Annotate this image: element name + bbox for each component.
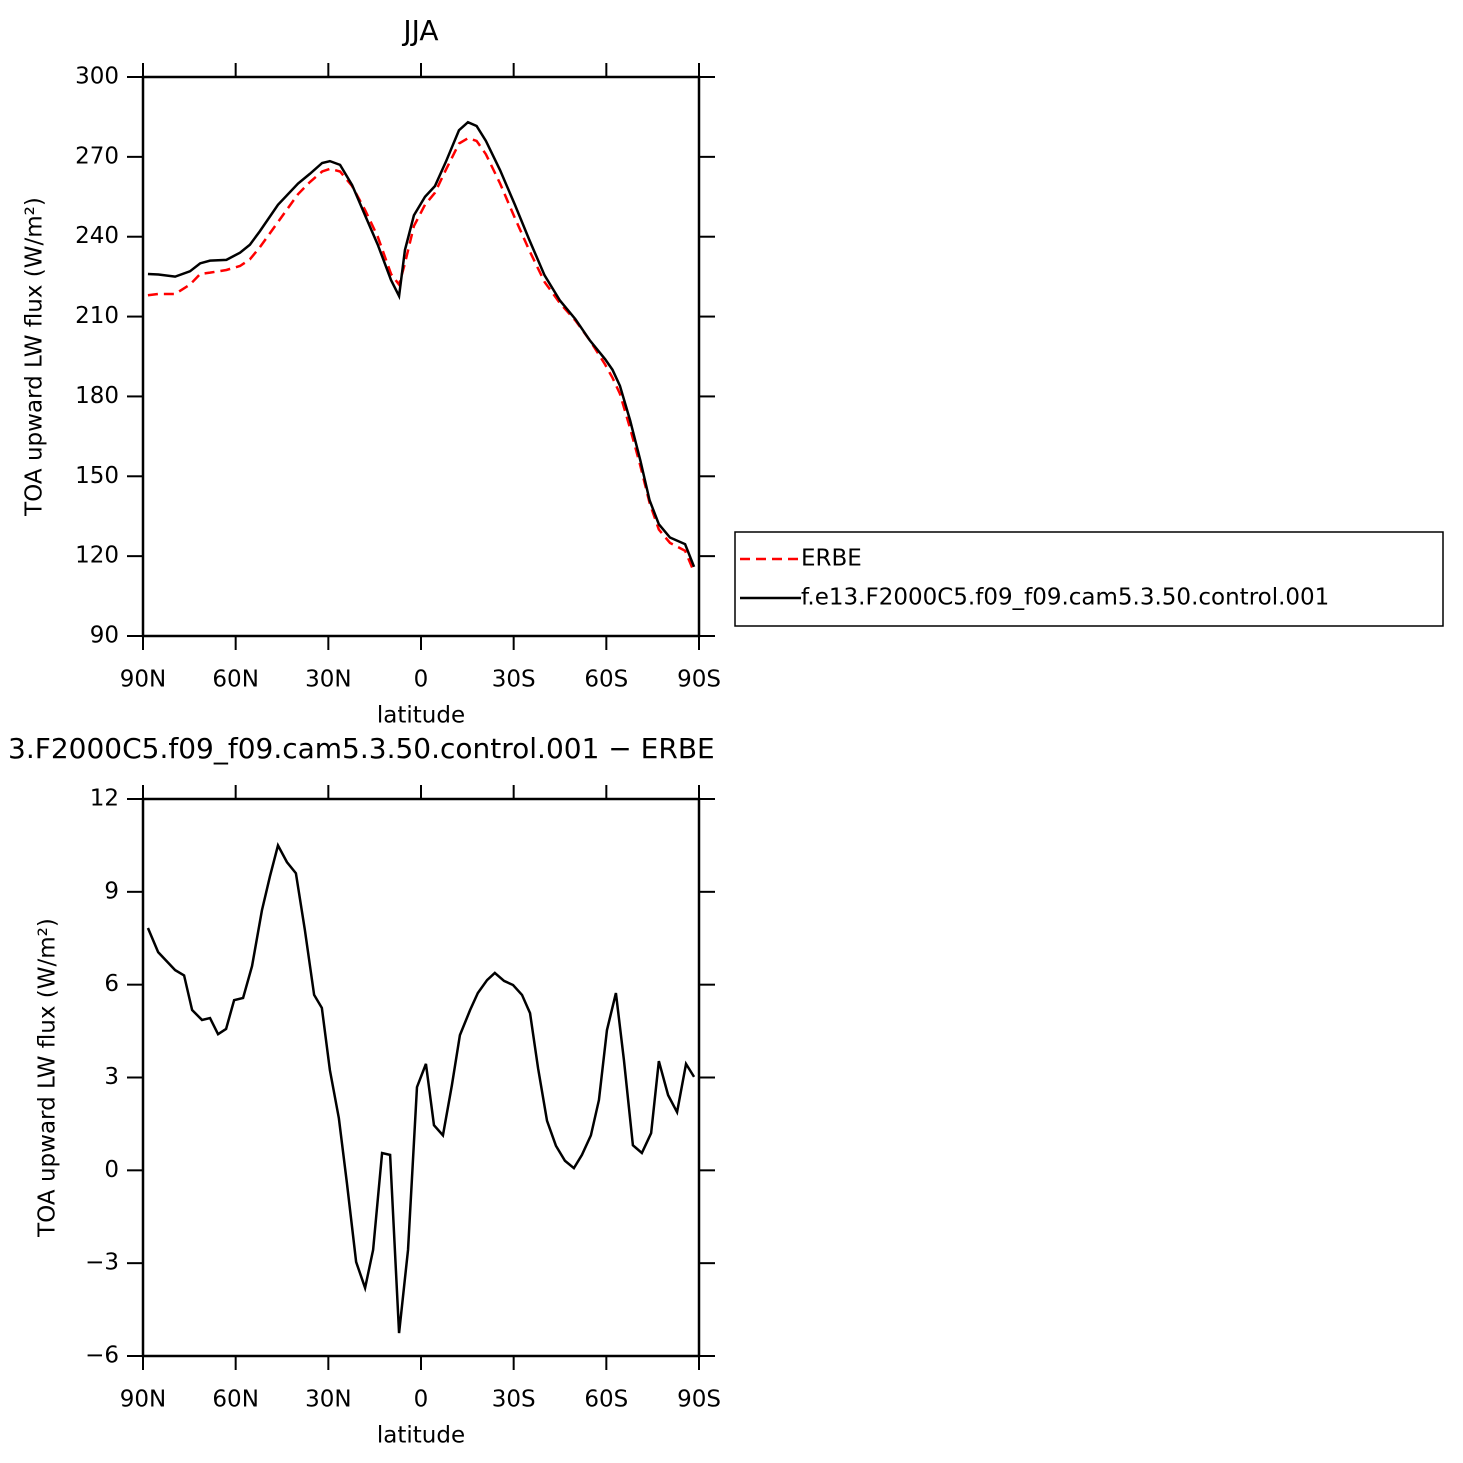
x-tick-label: 90S [677,667,721,693]
plot-frame [141,75,701,638]
x-tick-label: 90N [120,667,166,693]
x-tick-label: 0 [414,1387,429,1413]
y-tick-label: 240 [75,223,119,249]
y-tick-label: −6 [85,1343,119,1369]
chart-title: 3.F2000C5.f09_f09.cam5.3.50.control.001 … [8,732,715,765]
y-tick-label: 3 [104,1064,119,1090]
y-tick-label: 150 [75,463,119,489]
legend-box [734,531,1444,627]
x-tick-label: 90N [120,1387,166,1413]
y-tick-label: 6 [104,971,119,997]
x-axis-label: latitude [377,703,465,729]
legend-label: ERBE [801,546,862,572]
x-axis-label: latitude [377,1423,465,1449]
x-tick-label: 90S [677,1387,721,1413]
x-tick-label: 30S [492,667,536,693]
x-tick-label: 0 [414,667,429,693]
y-axis-label: TOA upward LW flux (W/m²) [22,197,48,517]
x-tick-label: 60N [212,1387,258,1413]
y-tick-label: 120 [75,543,119,569]
data-line [146,842,696,1334]
x-tick-label: 30N [305,1387,351,1413]
y-axis-label: TOA upward LW flux (W/m²) [35,918,61,1238]
y-tick-label: 90 [90,623,119,649]
chart-title: JJA [401,14,438,47]
y-tick-label: −3 [85,1250,119,1276]
series-line [147,120,696,568]
y-tick-label: 12 [90,786,119,812]
y-tick-label: 270 [75,143,119,169]
y-tick-label: 9 [104,878,119,904]
y-tick-label: 0 [104,1157,119,1183]
x-tick-label: 30N [305,667,351,693]
x-tick-label: 60S [584,667,628,693]
y-tick-label: 210 [75,303,119,329]
y-tick-label: 300 [75,64,119,90]
y-tick-label: 180 [75,383,119,409]
x-tick-label: 60N [212,667,258,693]
x-tick-label: 30S [492,1387,536,1413]
x-tick-label: 60S [584,1387,628,1413]
legend-label: f.e13.F2000C5.f09_f09.cam5.3.50.control.… [801,585,1329,611]
